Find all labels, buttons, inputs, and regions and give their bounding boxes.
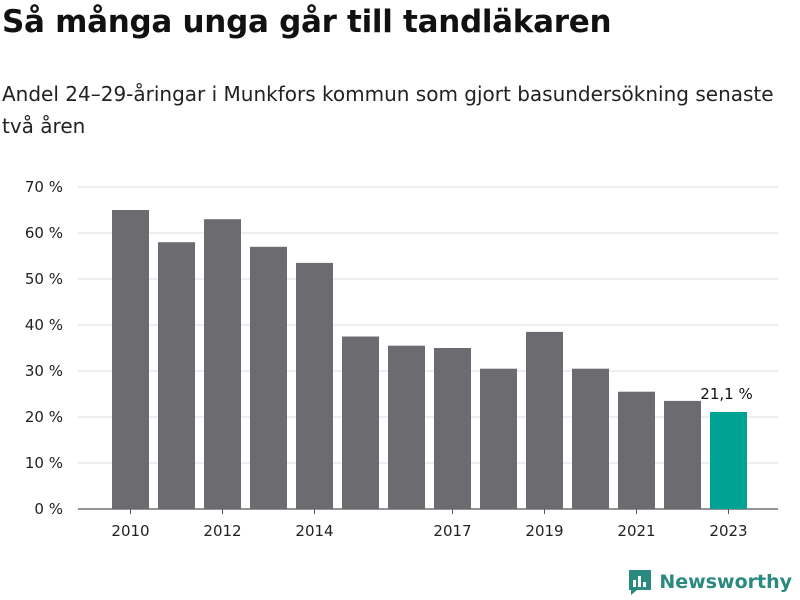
x-tick-label: 2010: [111, 522, 149, 540]
y-tick-label: 20 %: [25, 408, 63, 426]
newsworthy-logo-icon: [629, 570, 652, 595]
data-label: 21,1 %: [700, 385, 752, 403]
x-tick-label: 2014: [295, 522, 333, 540]
bar: [296, 262, 333, 509]
brand-name: Newsworthy: [659, 571, 792, 593]
y-tick-label: 0 %: [34, 500, 63, 518]
y-tick-label: 40 %: [25, 316, 63, 334]
bar: [204, 219, 241, 509]
y-tick-label: 50 %: [25, 270, 63, 288]
chart-title: Så många unga går till tandläkaren: [2, 4, 612, 40]
bar: [710, 411, 747, 509]
bar: [526, 331, 563, 509]
x-tick-label: 2021: [617, 522, 655, 540]
bar: [572, 368, 609, 509]
y-tick-label: 30 %: [25, 362, 63, 380]
y-tick-label: 10 %: [25, 454, 63, 472]
bar: [112, 210, 149, 509]
bar-chart: 0 % 10 % 20 % 30 % 40 % 50 % 60 % 70 % 2010 2012 2…: [25, 178, 778, 540]
y-tick-label: 60 %: [25, 224, 63, 242]
chart-subtitle: Andel 24–29-åringar i Munkfors kommun so…: [2, 82, 774, 138]
bar: [342, 336, 379, 509]
bar: [664, 400, 701, 509]
x-tick-label: 2012: [203, 522, 241, 540]
bar: [250, 246, 287, 510]
bar: [158, 242, 195, 509]
x-tick-label: 2017: [433, 522, 471, 540]
x-tick-label: 2023: [709, 522, 747, 540]
y-tick-label: 70 %: [25, 178, 63, 196]
x-tick-label: 2019: [525, 522, 563, 540]
brand-logo: Newsworthy: [627, 568, 792, 596]
bar: [388, 345, 425, 509]
bar: [618, 391, 655, 509]
bar: [480, 368, 517, 509]
bar: [434, 348, 471, 509]
